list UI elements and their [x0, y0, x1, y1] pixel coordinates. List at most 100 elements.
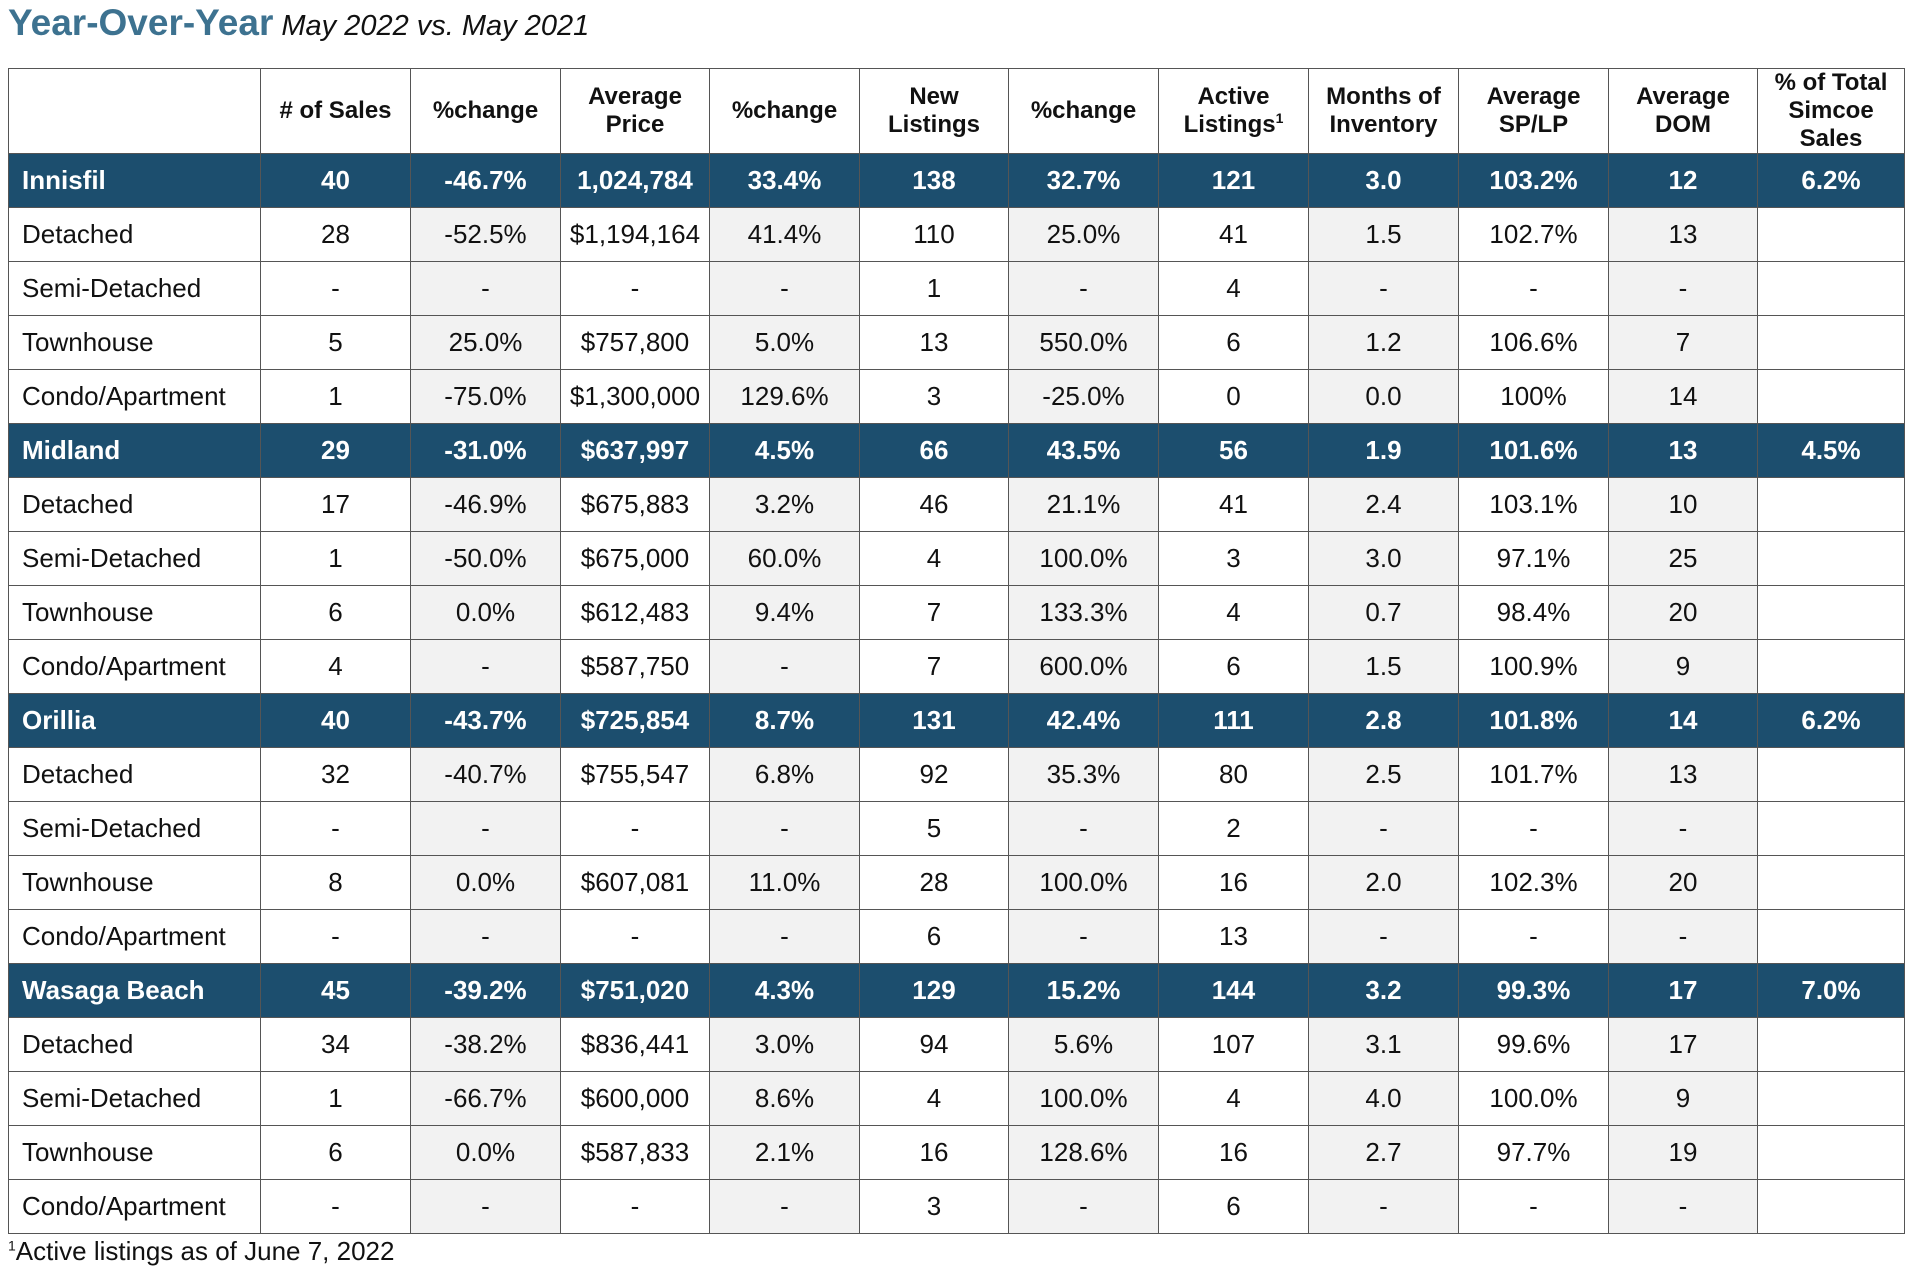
table-cell: 0.0% [410, 585, 561, 640]
table-cell [1757, 531, 1905, 586]
table-cell: 13 [859, 315, 1009, 370]
table-row: Semi-Detached 1 -50.0% $675,000 60.0% 4 100.0%… [8, 531, 1905, 586]
header-average-dom: Average DOM [1608, 68, 1758, 154]
table-cell: 4.5% [1757, 423, 1905, 478]
table-cell: 99.6% [1458, 1017, 1609, 1072]
table-cell: 7 [859, 585, 1009, 640]
table-cell: 80 [1158, 747, 1309, 802]
table-cell: $755,547 [560, 747, 710, 802]
table-cell: 5 [859, 801, 1009, 856]
table-cell: 2 [1158, 801, 1309, 856]
table-cell: 106.6% [1458, 315, 1609, 370]
header-row: # of Sales %change Average Price %change… [8, 68, 1905, 154]
table-cell: - [1458, 1179, 1609, 1234]
table-cell: 102.7% [1458, 207, 1609, 262]
table-cell: 17 [1608, 1017, 1758, 1072]
table-cell: 15.2% [1008, 963, 1159, 1018]
table-cell: 1,024,784 [560, 153, 710, 208]
table-cell: 9.4% [709, 585, 860, 640]
table-cell: - [260, 1179, 411, 1234]
footnote-text: Active listings as of June 7, 2022 [15, 1236, 395, 1266]
table-cell: - [1458, 909, 1609, 964]
table-cell: 7.0% [1757, 963, 1905, 1018]
table-row: Condo/Apartment - - - -6-13- - - [8, 909, 1905, 964]
title-main: Year-Over-Year [8, 2, 274, 43]
table-cell: 101.7% [1458, 747, 1609, 802]
table-cell: 133.3% [1008, 585, 1159, 640]
table-cell: 1.5 [1308, 207, 1459, 262]
header-active-listings: Active Listings1 [1158, 68, 1309, 154]
table-cell: 101.8% [1458, 693, 1609, 748]
table-cell: 9 [1608, 639, 1758, 694]
header-average-price: Average Price [560, 68, 710, 154]
table-cell: 2.4 [1308, 477, 1459, 532]
table-cell: $637,997 [560, 423, 710, 478]
table-cell: $1,194,164 [560, 207, 710, 262]
table-cell: 28 [859, 855, 1009, 910]
row-label: Condo/Apartment [8, 639, 261, 694]
table-cell: 35.3% [1008, 747, 1159, 802]
table-cell: 4.3% [709, 963, 860, 1018]
table-cell [1757, 1125, 1905, 1180]
row-label: Wasaga Beach [8, 963, 261, 1018]
table-row: Condo/Apartment 1 -75.0% $1,300,000 129.6% 3-… [8, 369, 1905, 424]
table-cell: 43.5% [1008, 423, 1159, 478]
header-sales-count: # of Sales [260, 68, 411, 154]
table-cell: 1.2 [1308, 315, 1459, 370]
table-cell: - [1458, 801, 1609, 856]
table-cell: 98.4% [1458, 585, 1609, 640]
table-row: Semi-Detached 1 -66.7% $600,000 8.6% 4 100.0% 4… [8, 1071, 1905, 1126]
table-cell [1757, 477, 1905, 532]
table-cell: 129.6% [709, 369, 860, 424]
table-cell: -46.7% [410, 153, 561, 208]
row-label: Townhouse [8, 1125, 261, 1180]
table-cell: - [1308, 261, 1459, 316]
table-cell [1757, 315, 1905, 370]
table-row: Semi-Detached - - - -5-2- - - [8, 801, 1905, 856]
table-cell: 3 [859, 369, 1009, 424]
table-cell: 121 [1158, 153, 1309, 208]
header-active-listings-label: Active Listings [1183, 83, 1276, 138]
row-label: Detached [8, 207, 261, 262]
table-body: Innisfil 40 -46.7% 1,024,784 33.4% 138 32.7% 12… [8, 153, 1905, 1234]
table-cell: 2.8 [1308, 693, 1459, 748]
table-cell: $675,883 [560, 477, 710, 532]
table-cell: 7 [859, 639, 1009, 694]
table-cell: 40 [260, 153, 411, 208]
table-cell: 600.0% [1008, 639, 1159, 694]
table-cell: 6.2% [1757, 693, 1905, 748]
table-cell: 17 [260, 477, 411, 532]
row-label: Condo/Apartment [8, 909, 261, 964]
table-cell: 4.0 [1308, 1071, 1459, 1126]
table-cell: 2.5 [1308, 747, 1459, 802]
table-cell: 6 [1158, 1179, 1309, 1234]
row-label: Condo/Apartment [8, 1179, 261, 1234]
table-cell: 41 [1158, 477, 1309, 532]
row-label: Townhouse [8, 585, 261, 640]
table-cell: $600,000 [560, 1071, 710, 1126]
table-cell: - [410, 261, 561, 316]
table-row: Townhouse 6 0.0% $612,483 9.4% 7 133.3% 4 0.7 98.… [8, 585, 1905, 640]
table-cell: 32.7% [1008, 153, 1159, 208]
table-cell: 144 [1158, 963, 1309, 1018]
table-cell: 19 [1608, 1125, 1758, 1180]
table-cell: 1 [260, 1071, 411, 1126]
table-cell: -66.7% [410, 1071, 561, 1126]
table-cell: 100.0% [1008, 1071, 1159, 1126]
table-cell: 6 [1158, 315, 1309, 370]
table-row: Detached 17 -46.9% $675,883 3.2% 46 21.1% 41 2.4… [8, 477, 1905, 532]
table-cell: 20 [1608, 855, 1758, 910]
table-cell: $612,483 [560, 585, 710, 640]
table-cell: 97.7% [1458, 1125, 1609, 1180]
table-cell: - [410, 801, 561, 856]
row-label: Detached [8, 1017, 261, 1072]
table-cell: 102.3% [1458, 855, 1609, 910]
table-cell: 4 [859, 1071, 1009, 1126]
table-cell: -52.5% [410, 207, 561, 262]
table-cell: $836,441 [560, 1017, 710, 1072]
row-label: Semi-Detached [8, 1071, 261, 1126]
table-cell: -39.2% [410, 963, 561, 1018]
table-cell: 5 [260, 315, 411, 370]
table-cell: 16 [1158, 855, 1309, 910]
footnote: 1Active listings as of June 7, 2022 [8, 1236, 394, 1267]
